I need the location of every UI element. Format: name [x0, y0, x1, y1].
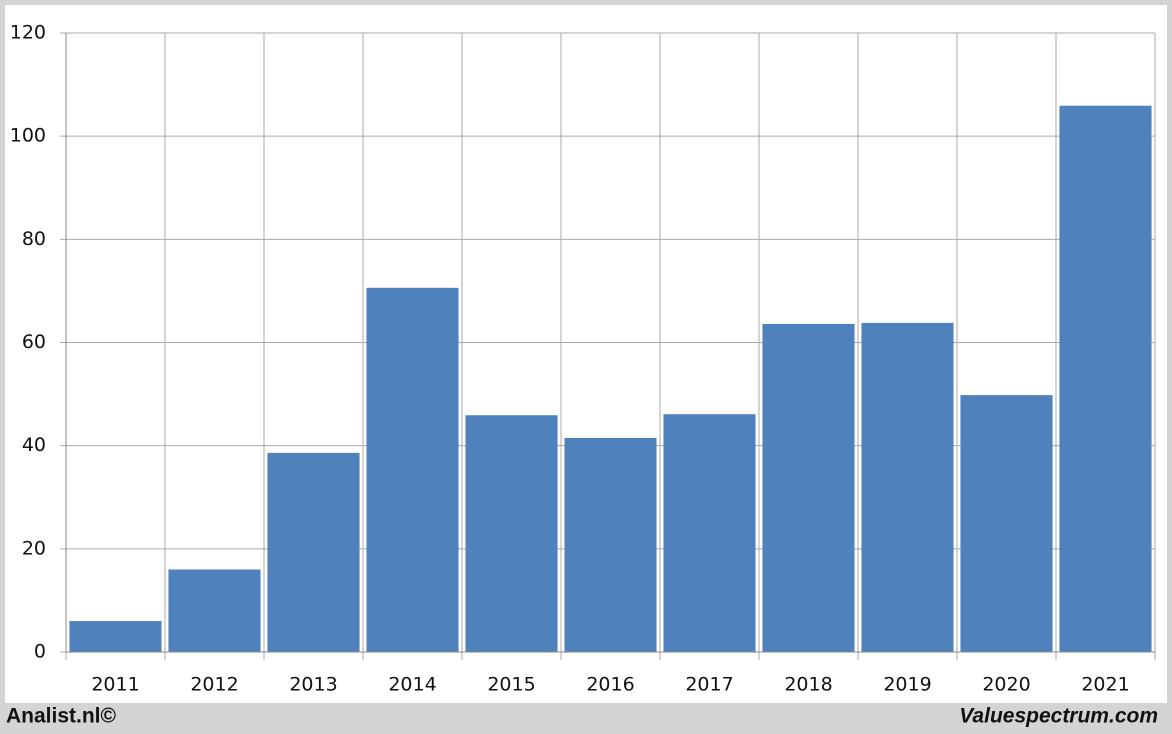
x-tick-label: 2021	[1081, 674, 1129, 696]
x-tick-label: 2018	[784, 674, 832, 696]
bar	[366, 287, 459, 652]
x-tick-label: 2015	[487, 674, 535, 696]
x-tick-label: 2019	[883, 674, 931, 696]
x-tick-label: 2017	[685, 674, 733, 696]
y-tick-label: 80	[22, 228, 46, 250]
bar	[69, 621, 162, 652]
x-tick-label: 2011	[91, 674, 139, 696]
y-tick-label: 0	[34, 641, 46, 663]
y-tick-label: 40	[22, 434, 46, 456]
bar	[960, 395, 1053, 652]
x-tick-label: 2013	[289, 674, 337, 696]
bar	[762, 323, 855, 652]
bar	[465, 415, 558, 652]
bar	[267, 452, 360, 652]
x-tick-label: 2012	[190, 674, 238, 696]
bar	[861, 322, 954, 652]
bar	[168, 569, 261, 652]
y-tick-label: 100	[10, 125, 46, 147]
x-tick-label: 2020	[982, 674, 1030, 696]
y-tick-label: 20	[22, 537, 46, 559]
footer-left: Analist.nl©	[6, 705, 117, 728]
y-tick-label: 120	[10, 22, 46, 44]
x-tick-label: 2016	[586, 674, 634, 696]
y-tick-label: 60	[22, 331, 46, 353]
bar	[564, 437, 657, 652]
x-tick-label: 2014	[388, 674, 436, 696]
bar	[663, 414, 756, 652]
footer-right: Valuespectrum.com	[959, 705, 1158, 728]
bar	[1059, 105, 1152, 653]
